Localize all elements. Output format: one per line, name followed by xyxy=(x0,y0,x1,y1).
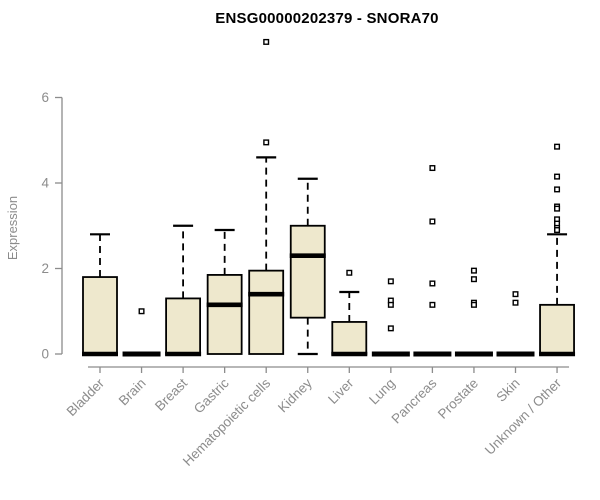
outlier-point-prostate xyxy=(470,267,477,274)
outlier-point-pancreas xyxy=(429,218,436,225)
box-breast xyxy=(165,297,202,355)
x-tick-label-liver: Liver xyxy=(325,375,357,407)
x-tick-label-prostate: Prostate xyxy=(435,376,481,422)
x-tick-label-lung: Lung xyxy=(366,376,398,408)
box-bladder xyxy=(82,276,118,355)
box-gastric xyxy=(206,274,243,355)
box-hematopoietic-cells xyxy=(248,269,285,355)
outlier-point-unknown-other xyxy=(554,143,561,150)
y-tick-label: 0 xyxy=(41,347,49,362)
outlier-point-brain xyxy=(138,308,145,315)
x-tick-label-gastric: Gastric xyxy=(191,375,232,416)
x-tick-label-kidney: Kidney xyxy=(275,375,315,415)
x-tick-label-bladder: Bladder xyxy=(64,375,108,419)
outlier-point-lung xyxy=(387,278,394,285)
x-tick-label-unknown-other: Unknown / Other xyxy=(482,375,565,458)
outlier-point-skin xyxy=(512,299,519,306)
x-tick-label-brain: Brain xyxy=(116,376,149,409)
outlier-point-prostate xyxy=(470,276,477,283)
box-kidney xyxy=(289,224,326,319)
outlier-point-unknown-other xyxy=(554,186,561,193)
outlier-point-hematopoietic-cells xyxy=(263,139,270,146)
y-tick-label: 6 xyxy=(41,90,49,105)
outlier-point-skin xyxy=(512,291,519,298)
outlier-point-liver xyxy=(346,269,353,276)
x-tick-label-breast: Breast xyxy=(152,375,190,413)
box-liver xyxy=(331,321,368,355)
outlier-point-prostate xyxy=(470,301,477,308)
y-tick-label: 4 xyxy=(41,176,49,191)
outlier-point-hematopoietic-cells xyxy=(263,38,270,45)
outlier-point-pancreas xyxy=(429,165,436,172)
box-unknown-other xyxy=(539,303,575,355)
chart-title: ENSG00000202379 - SNORA70 xyxy=(215,10,439,27)
outlier-point-unknown-other xyxy=(554,173,561,180)
x-tick-label-pancreas: Pancreas xyxy=(389,375,440,426)
outlier-point-lung xyxy=(387,301,394,308)
outlier-point-unknown-other xyxy=(554,227,561,234)
y-tick-label: 2 xyxy=(41,261,49,276)
outlier-point-pancreas xyxy=(429,301,436,308)
outlier-point-lung xyxy=(387,325,394,332)
outlier-point-pancreas xyxy=(429,280,436,287)
outlier-point-unknown-other xyxy=(554,205,561,212)
x-tick-label-skin: Skin xyxy=(493,376,522,405)
